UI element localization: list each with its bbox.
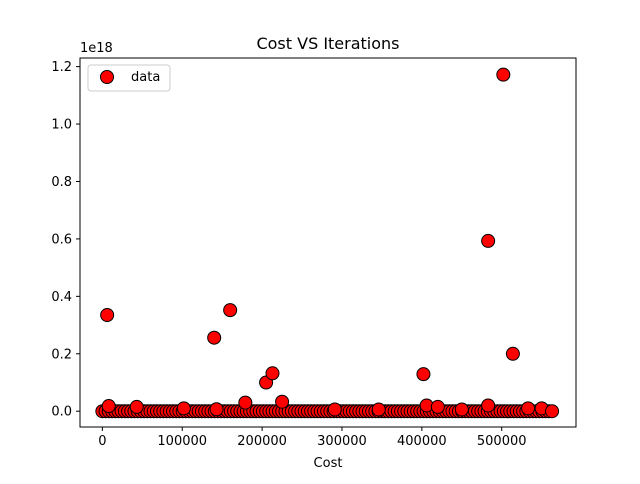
data-point [129,399,144,414]
data-point [416,367,431,382]
x-axis-label: Cost [314,456,343,471]
data-point [209,402,224,417]
data-point [371,402,386,417]
y-tick-label: 0.6 [51,232,72,247]
legend-entry-data: data [131,70,160,85]
data-point [496,67,511,82]
x-tick-label: 200000 [237,434,287,449]
y-tick-label: 0.0 [51,405,72,420]
y-tick-label: 0.8 [51,175,72,190]
data-point [481,398,496,413]
data-point [545,404,560,419]
x-tick-label: 300000 [317,434,367,449]
data-point [505,346,520,361]
data-point [101,399,116,414]
chart-title: Cost VS Iterations [256,34,399,53]
data-point [223,303,238,318]
axis-ticks: 0 100000 200000 300000 400000 500000 0.0 0.2 0.4… [51,60,526,449]
y-tick-label: 1.0 [51,118,72,133]
plot-area [79,57,577,428]
x-tick-label: 0 [98,434,106,449]
data-point [275,394,290,409]
y-tick-label: 0.4 [51,290,72,305]
data-point [207,330,222,345]
data-point [521,401,536,416]
data-point [327,402,342,417]
legend: data [87,64,171,92]
y-axis-offset-label: 1e18 [80,41,113,56]
legend-marker [100,70,114,84]
y-tick-label: 0.2 [51,347,72,362]
data-points [100,67,560,419]
y-tick-label: 1.2 [51,60,72,75]
data-point [454,402,469,417]
data-point [265,366,280,381]
x-tick-label: 400000 [397,434,447,449]
data-point [176,401,191,416]
x-tick-label: 500000 [477,434,527,449]
x-tick-label: 100000 [157,434,207,449]
data-point [238,395,253,410]
data-point [481,233,496,248]
data-point [100,308,115,323]
data-point [430,399,445,414]
